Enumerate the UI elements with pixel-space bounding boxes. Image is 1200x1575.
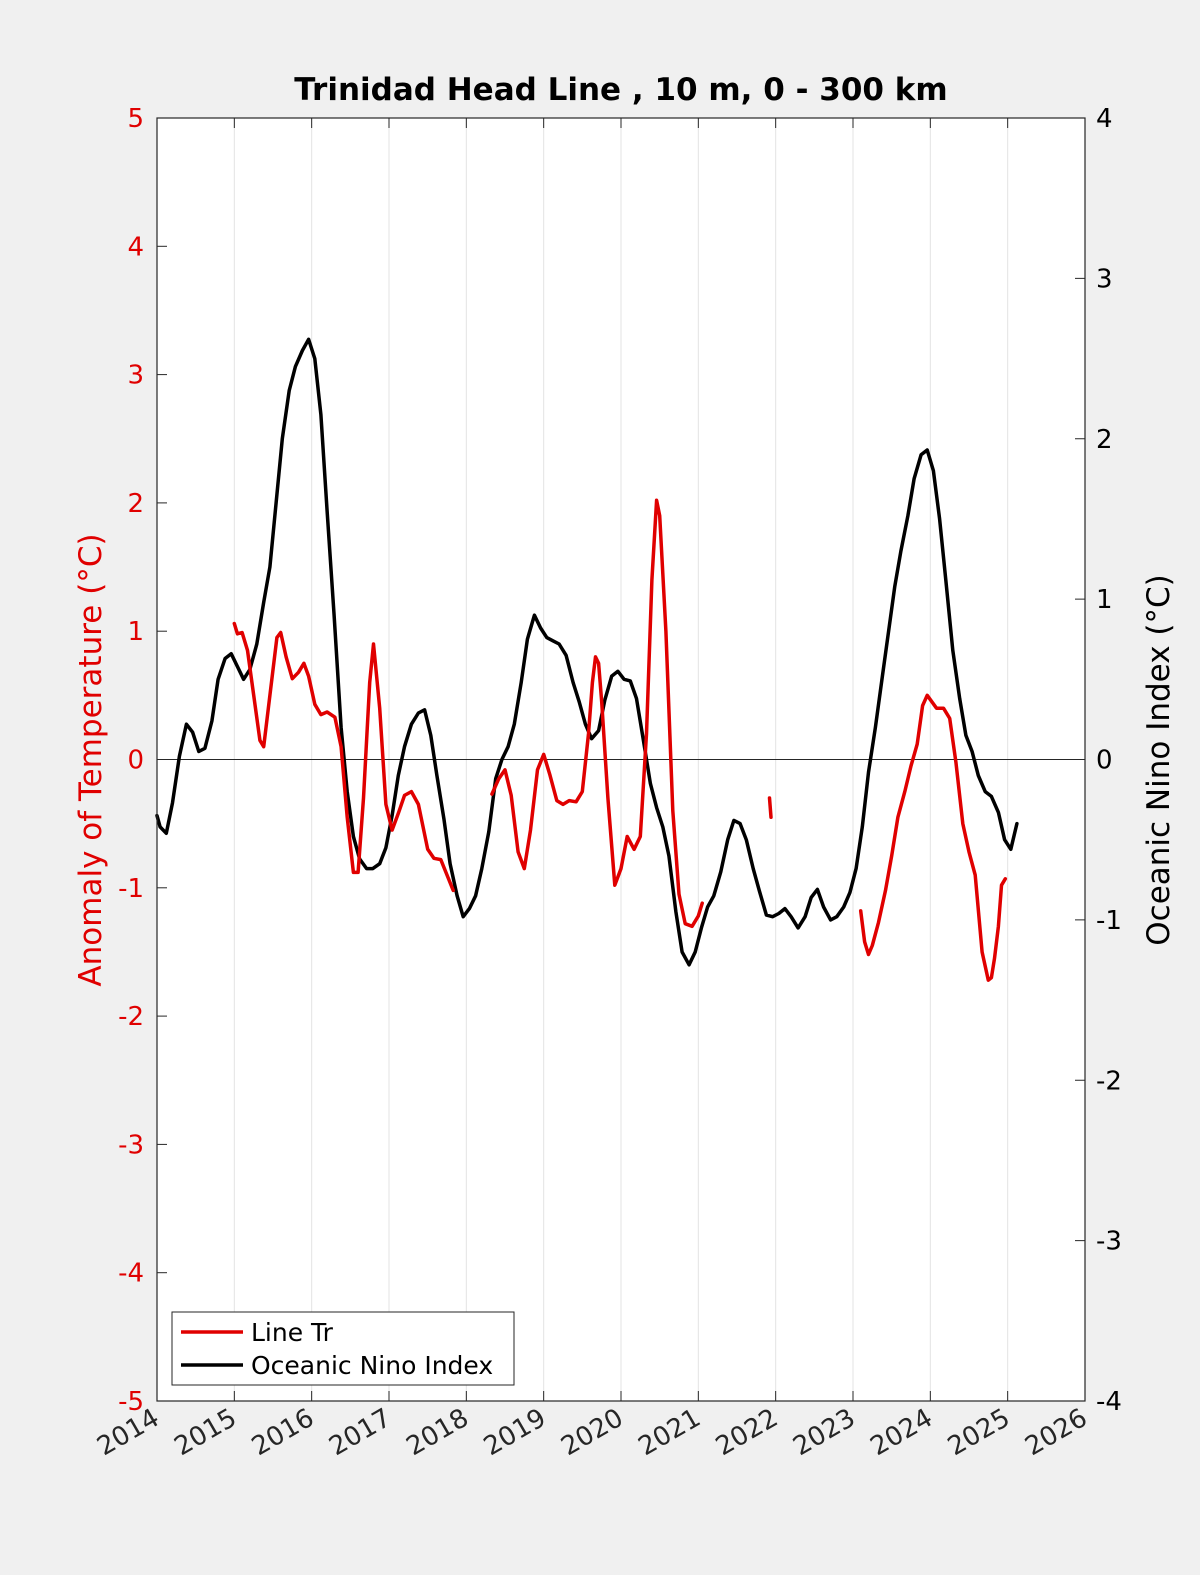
right-tick-label: 2 bbox=[1096, 425, 1113, 455]
right-axis-label: Oceanic Nino Index (°C) bbox=[1141, 574, 1177, 945]
legend-label-oceanic-nino-index: Oceanic Nino Index bbox=[251, 1351, 493, 1380]
right-tick-label: -1 bbox=[1096, 906, 1122, 936]
series-line-line-tr-segment-2 bbox=[767, 796, 773, 819]
series-line-oceanic-nino-index-segment-0 bbox=[155, 337, 1019, 967]
left-y-axis: -5 -4 -3 -2 -1 0 1 2 3 4 5 bbox=[118, 104, 167, 1417]
right-tick-label: -3 bbox=[1096, 1227, 1122, 1257]
legend-label-line-tr: Line Tr bbox=[251, 1318, 334, 1347]
chart-title: Trinidad Head Line , 10 m, 0 - 300 km bbox=[294, 72, 947, 108]
left-tick-label: -1 bbox=[118, 874, 144, 904]
right-tick-label: -2 bbox=[1096, 1066, 1122, 1096]
left-axis-label: Anomaly of Temperature (°C) bbox=[73, 533, 109, 986]
left-tick-label: -4 bbox=[118, 1259, 144, 1289]
left-tick-label: -5 bbox=[118, 1387, 144, 1417]
series-lines bbox=[155, 337, 1019, 982]
right-tick-label: 0 bbox=[1096, 746, 1113, 776]
left-tick-label: 2 bbox=[127, 489, 144, 519]
right-tick-label: -4 bbox=[1096, 1387, 1122, 1417]
series-line-line-tr-segment-1 bbox=[490, 498, 704, 929]
legend-box bbox=[171, 1311, 515, 1386]
right-y-axis: -4 -3 -2 -1 0 1 2 3 4 bbox=[1075, 104, 1122, 1417]
left-tick-label: 3 bbox=[127, 361, 144, 391]
right-tick-label: 4 bbox=[1096, 104, 1113, 134]
left-tick-label: 5 bbox=[127, 104, 144, 134]
legend: Line Tr Oceanic Nino Index bbox=[171, 1311, 515, 1386]
left-tick-label: 1 bbox=[127, 617, 144, 647]
left-tick-label: -3 bbox=[118, 1130, 144, 1160]
left-tick-label: -2 bbox=[118, 1002, 144, 1032]
left-tick-label: 4 bbox=[127, 232, 144, 262]
series-line-line-tr-segment-3 bbox=[858, 693, 1008, 982]
left-tick-label: 0 bbox=[127, 746, 144, 776]
right-tick-label: 1 bbox=[1096, 585, 1113, 615]
right-tick-label: 3 bbox=[1096, 264, 1113, 294]
series-line-line-tr-segment-0 bbox=[232, 621, 455, 893]
